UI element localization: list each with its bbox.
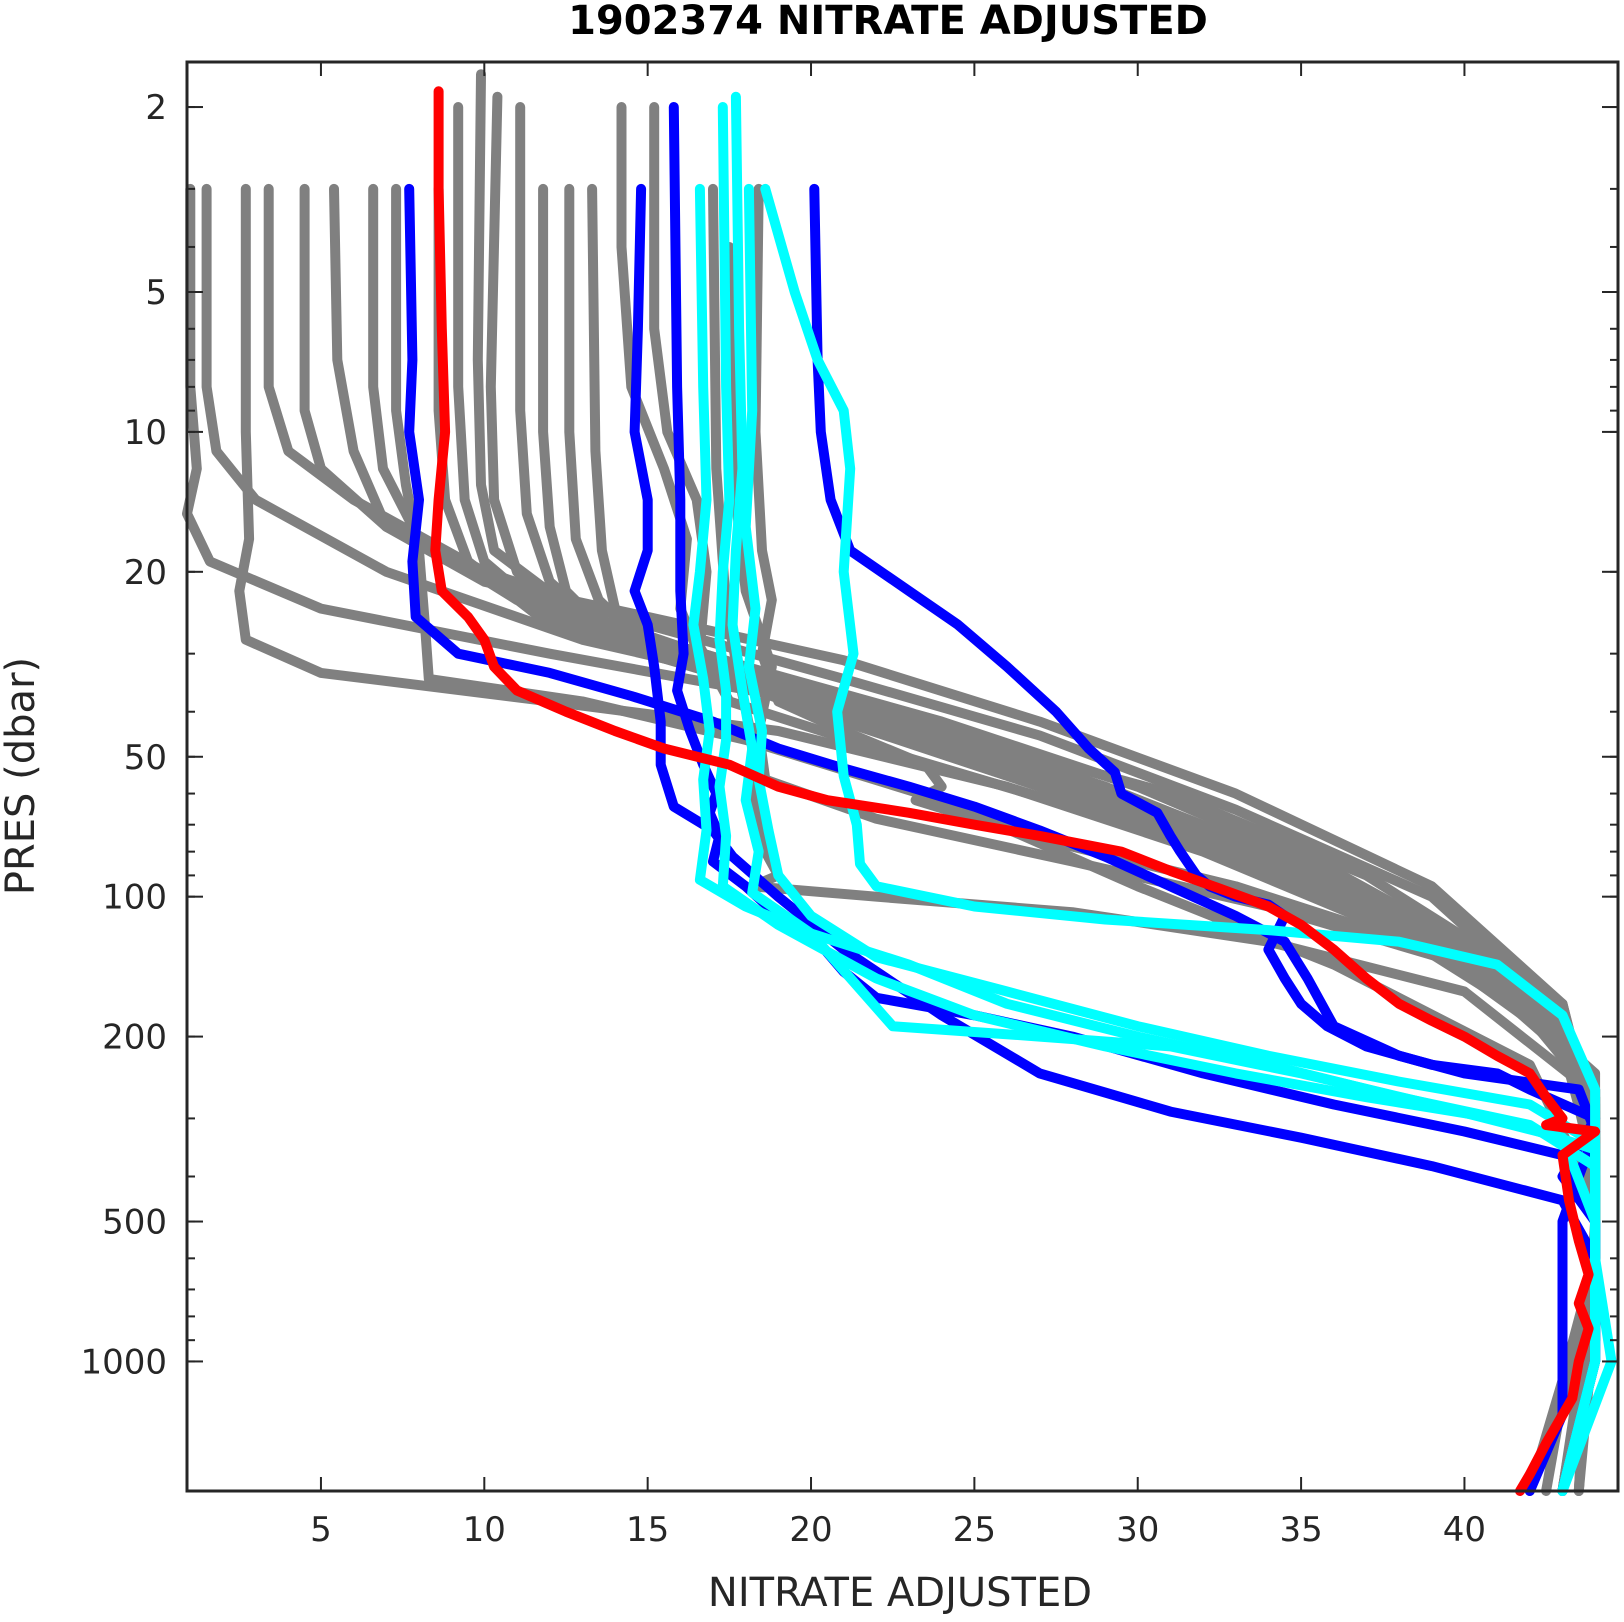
x-axis: 5 10 15 20 25 30 35 40 xyxy=(310,62,1486,1550)
y-tick-label: 500 xyxy=(102,1203,167,1243)
profile-line-cyan-27 xyxy=(727,91,1601,1496)
x-tick-label: 15 xyxy=(626,1510,669,1550)
x-tick-label: 30 xyxy=(1116,1510,1159,1550)
profile-line-blue-21 xyxy=(404,183,1601,1496)
y-tick-label: 200 xyxy=(102,1018,167,1058)
profile-line-blue-22 xyxy=(629,183,1601,1496)
profile-line-older-8 xyxy=(433,183,1601,1496)
x-tick-label: 35 xyxy=(1279,1510,1322,1550)
plot-frame xyxy=(185,60,1620,1493)
y-tick-label: 100 xyxy=(102,878,167,918)
profile-line-cyan-29 xyxy=(760,183,1617,1496)
series-layer xyxy=(182,69,1617,1496)
y-tick-label: 1000 xyxy=(80,1342,167,1382)
y-tick-label: 2 xyxy=(145,88,167,128)
x-tick-label: 25 xyxy=(953,1510,996,1550)
chart-title: 1902374 NITRATE ADJUSTED xyxy=(568,0,1208,44)
y-axis: 2 5 10 20 50 100 200 500 1000 xyxy=(80,88,1618,1382)
x-tick-label: 5 xyxy=(310,1510,332,1550)
profile-line-latest-30 xyxy=(430,86,1601,1496)
x-tick-label: 40 xyxy=(1443,1510,1486,1550)
y-tick-label: 50 xyxy=(124,738,167,778)
y-axis-label: PRES (dbar) xyxy=(0,657,44,895)
profile-line-older-4 xyxy=(299,183,1601,1496)
y-tick-label: 5 xyxy=(145,273,167,313)
y-tick-label: 20 xyxy=(124,553,167,593)
x-axis-label: NITRATE ADJUSTED xyxy=(708,1570,1092,1616)
profile-line-older-3 xyxy=(263,183,1601,1496)
y-tick-label: 10 xyxy=(124,413,167,453)
x-tick-label: 10 xyxy=(463,1510,506,1550)
x-tick-label: 20 xyxy=(789,1510,832,1550)
